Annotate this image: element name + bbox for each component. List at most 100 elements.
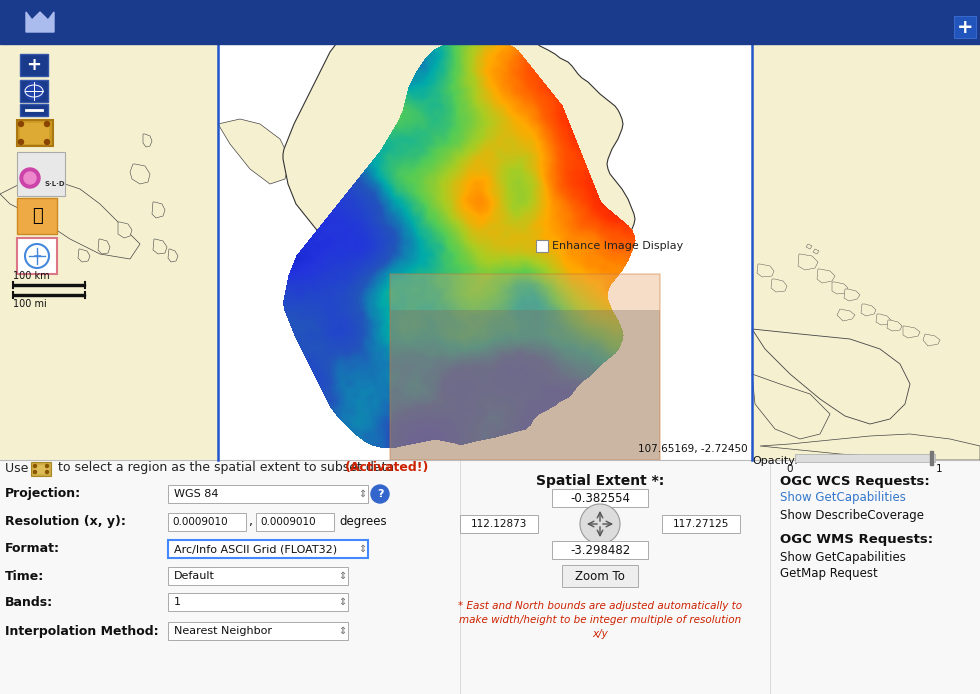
Bar <box>13 294 85 296</box>
Circle shape <box>24 172 36 184</box>
Circle shape <box>45 471 48 473</box>
Text: OGC WMS Requests:: OGC WMS Requests: <box>780 534 933 546</box>
Text: Interpolation Method:: Interpolation Method: <box>5 625 159 638</box>
Bar <box>20 54 48 76</box>
Polygon shape <box>903 326 920 338</box>
Bar <box>0 0 980 460</box>
Polygon shape <box>143 134 152 147</box>
Bar <box>0 460 980 694</box>
Ellipse shape <box>25 82 43 100</box>
Polygon shape <box>923 334 940 346</box>
Text: WGS 84: WGS 84 <box>174 489 219 499</box>
Polygon shape <box>832 282 848 294</box>
Text: 0.0009010: 0.0009010 <box>260 517 316 527</box>
Text: ⇕: ⇕ <box>338 626 346 636</box>
Bar <box>20 80 48 102</box>
Text: Show GetCapabilities: Show GetCapabilities <box>780 550 906 564</box>
Text: Show DescribeCoverage: Show DescribeCoverage <box>780 509 924 521</box>
Bar <box>930 451 933 465</box>
Bar <box>954 16 976 38</box>
Polygon shape <box>752 374 830 439</box>
Bar <box>17 198 57 234</box>
Polygon shape <box>218 119 290 184</box>
Text: Nearest Neighbor: Nearest Neighbor <box>174 626 272 636</box>
Bar <box>168 567 348 585</box>
Text: 107.65169, -2.72450: 107.65169, -2.72450 <box>638 444 748 454</box>
Bar <box>168 540 368 558</box>
Text: Bands:: Bands: <box>5 595 53 609</box>
Polygon shape <box>691 22 707 34</box>
Bar <box>0 0 218 460</box>
Polygon shape <box>637 16 655 30</box>
Polygon shape <box>283 11 635 429</box>
Text: 1: 1 <box>936 464 943 474</box>
Text: Opacity:: Opacity: <box>752 456 798 466</box>
Bar <box>168 593 348 611</box>
Polygon shape <box>153 239 167 254</box>
Circle shape <box>33 471 36 473</box>
Bar <box>552 489 648 507</box>
Text: ⇕: ⇕ <box>338 571 346 581</box>
Polygon shape <box>651 22 667 35</box>
Text: Show GetCapabilities: Show GetCapabilities <box>780 491 906 505</box>
Bar <box>552 541 648 559</box>
Text: 100 mi: 100 mi <box>13 299 47 309</box>
Text: -0.382554: -0.382554 <box>570 491 630 505</box>
Circle shape <box>20 168 40 188</box>
Text: ,: , <box>249 516 253 529</box>
Text: 0.0009010: 0.0009010 <box>172 517 227 527</box>
Circle shape <box>371 485 389 503</box>
Text: Projection:: Projection: <box>5 487 81 500</box>
Circle shape <box>580 504 620 544</box>
Polygon shape <box>757 264 774 277</box>
Text: 1: 1 <box>174 597 181 607</box>
Circle shape <box>44 121 50 126</box>
Text: Format:: Format: <box>5 543 60 555</box>
Polygon shape <box>861 304 876 316</box>
Circle shape <box>45 464 48 468</box>
Text: Resolution (x, y):: Resolution (x, y): <box>5 516 125 529</box>
Bar <box>13 284 85 286</box>
Text: to select a region as the spatial extent to subset data: to select a region as the spatial extent… <box>54 462 398 475</box>
Text: Time:: Time: <box>5 570 44 582</box>
Text: ⇕: ⇕ <box>358 489 367 499</box>
Bar <box>20 123 48 143</box>
Bar <box>562 565 638 587</box>
Polygon shape <box>771 279 787 292</box>
Bar <box>17 152 65 196</box>
Text: 112.12873: 112.12873 <box>470 519 527 529</box>
Bar <box>752 0 980 460</box>
Bar <box>34 465 48 473</box>
Text: 117.27125: 117.27125 <box>673 519 729 529</box>
Bar <box>17 120 53 146</box>
Circle shape <box>44 139 50 144</box>
Bar <box>256 513 334 531</box>
Text: (Activated!): (Activated!) <box>345 462 429 475</box>
Polygon shape <box>760 434 980 460</box>
Text: ⇕: ⇕ <box>338 597 346 607</box>
Polygon shape <box>813 249 819 254</box>
Polygon shape <box>168 249 178 262</box>
Polygon shape <box>98 239 110 254</box>
Bar <box>31 462 51 476</box>
Text: * East and North bounds are adjusted automatically to: * East and North bounds are adjusted aut… <box>458 601 742 611</box>
Polygon shape <box>676 18 691 30</box>
Polygon shape <box>118 222 132 238</box>
Text: ?: ? <box>376 489 383 499</box>
Bar <box>17 238 57 274</box>
Polygon shape <box>806 244 812 249</box>
Polygon shape <box>716 32 730 44</box>
Polygon shape <box>78 249 90 262</box>
Polygon shape <box>130 164 150 184</box>
Bar <box>0 0 980 44</box>
Text: 0: 0 <box>787 464 793 474</box>
Text: Use: Use <box>5 462 32 475</box>
Text: Arc/Info ASCII Grid (FLOAT32): Arc/Info ASCII Grid (FLOAT32) <box>174 544 337 554</box>
Text: ✋: ✋ <box>31 207 42 225</box>
Polygon shape <box>844 289 860 301</box>
Text: GetMap Request: GetMap Request <box>780 568 878 580</box>
Bar <box>536 240 548 252</box>
Text: degrees: degrees <box>339 516 387 529</box>
Text: ⇕: ⇕ <box>358 544 367 554</box>
Circle shape <box>33 464 36 468</box>
